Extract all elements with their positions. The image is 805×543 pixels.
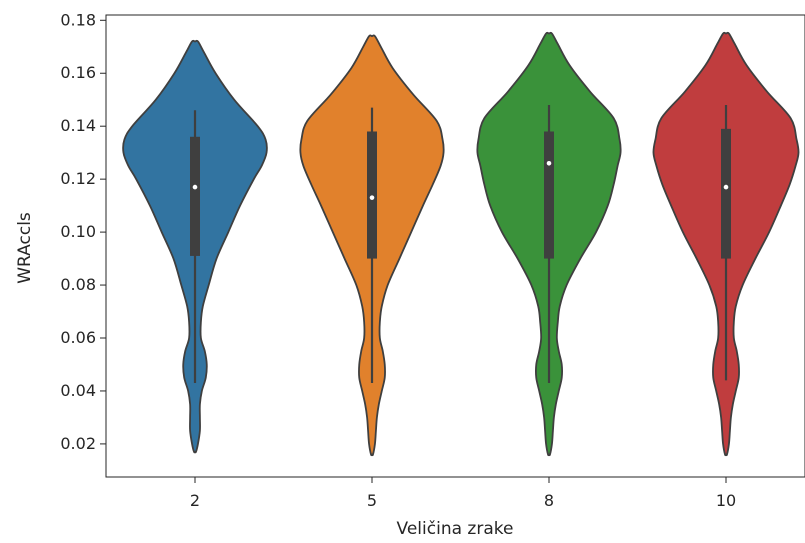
violin-median-dot	[369, 195, 375, 200]
y-tick-label: 0.18	[60, 10, 96, 29]
violin-iqr-box	[544, 131, 554, 259]
x-tick-label: 8	[544, 491, 554, 510]
violin-median-dot	[546, 160, 552, 166]
violin-median-dot	[192, 184, 198, 190]
y-tick-label: 0.02	[60, 434, 96, 453]
x-tick-label: 5	[367, 491, 377, 510]
y-tick-label: 0.04	[60, 381, 96, 400]
y-tick-label: 0.16	[60, 63, 96, 82]
y-axis: 0.02 0.04 0.06 0.08 0.10 0.12 0.14 0.16 0.18	[60, 10, 106, 453]
violin-2	[122, 39, 268, 454]
y-tick-label: 0.12	[60, 169, 96, 188]
violin-5	[299, 34, 445, 457]
y-axis-label: WRAccls	[15, 212, 35, 284]
violins-layer	[122, 31, 800, 457]
plot-frame	[105, 14, 805, 478]
violin-8	[476, 31, 622, 457]
y-tick-label: 0.10	[60, 222, 96, 241]
y-tick-label: 0.06	[60, 328, 96, 347]
violin-10	[652, 31, 800, 457]
x-tick-label: 10	[716, 491, 736, 510]
x-axis-label: Veličina zrake	[397, 519, 514, 539]
violin-iqr-box	[721, 128, 731, 259]
y-tick-label: 0.08	[60, 275, 96, 294]
x-axis: 2 5 8 10	[190, 477, 736, 510]
y-tick-label: 0.14	[60, 116, 96, 135]
violin-iqr-box	[190, 136, 200, 256]
x-tick-label: 2	[190, 491, 200, 510]
violin-median-dot	[723, 184, 729, 190]
violin-iqr-box	[367, 131, 377, 259]
